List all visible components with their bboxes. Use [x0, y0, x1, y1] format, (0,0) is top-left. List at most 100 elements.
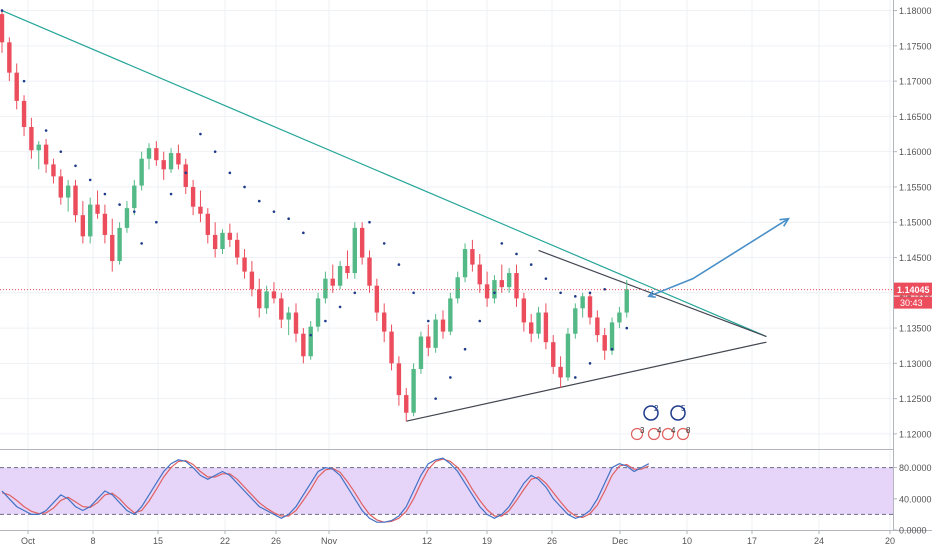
candle-body: [80, 215, 86, 237]
psar-dot: [397, 263, 401, 266]
price-tick-label: 1.12000: [899, 429, 932, 439]
event-marker-label: 8: [686, 426, 691, 435]
candle-body: [154, 148, 159, 161]
stochastic-lines: [1, 457, 650, 523]
candle-body: [337, 265, 343, 286]
candle-body: [161, 160, 166, 170]
candle-body: [110, 234, 115, 262]
candle-body: [117, 227, 122, 262]
candle-body: [330, 278, 335, 286]
psar-dot: [140, 242, 143, 245]
candle-body: [345, 265, 350, 274]
event-marker: [661, 427, 675, 441]
candle-body: [382, 312, 387, 332]
event-marker-label: 4: [671, 426, 676, 435]
candle-body: [514, 273, 519, 299]
psar-dot: [353, 291, 357, 295]
psar-dot: [588, 291, 592, 295]
candle-body: [624, 289, 629, 313]
candle-body: [499, 280, 504, 288]
candle-body: [462, 249, 468, 278]
candle-body: [470, 249, 475, 265]
psar-dot: [213, 150, 217, 153]
candle-body: [139, 158, 144, 186]
time-tick-label: 24: [814, 536, 824, 546]
candle-body: [506, 273, 512, 288]
psar-dot: [44, 129, 48, 132]
candle-body: [146, 148, 152, 159]
candle-body: [7, 42, 12, 73]
candle-body: [21, 100, 27, 127]
candle-body: [0, 14, 5, 43]
event-icon: [643, 405, 659, 421]
event-marker-label: 3: [640, 426, 645, 435]
candle-body: [609, 322, 615, 351]
psar-dot: [559, 291, 562, 295]
candle-body: [29, 126, 34, 151]
psar-dot: [588, 362, 592, 365]
psar-dot: [257, 199, 261, 203]
candle-body: [396, 363, 402, 396]
candle-body: [249, 271, 255, 290]
trend-line: [406, 341, 767, 422]
candle-body: [73, 185, 78, 216]
psar-dot: [0, 9, 4, 12]
event-marker: [630, 427, 644, 441]
psar-dot: [272, 210, 276, 213]
candle-body: [293, 312, 299, 334]
candle-body: [176, 153, 181, 165]
psar-dot: [412, 291, 415, 295]
parabolic-sar: [0, 9, 629, 400]
candle-body: [183, 164, 188, 187]
trend-line: [538, 249, 767, 338]
time-tick-label: 26: [271, 536, 281, 546]
psar-dot: [449, 376, 452, 379]
candles: [0, 9, 629, 422]
candle-body: [43, 144, 49, 165]
candle-body: [205, 213, 210, 235]
price-tick-label: 1.17500: [899, 41, 932, 51]
psar-dot: [133, 210, 136, 213]
price-tick-label: 1.18000: [899, 6, 932, 16]
psar-dot: [368, 220, 371, 224]
psar-dot: [324, 319, 327, 323]
candle-body: [359, 227, 365, 258]
candle-body: [220, 232, 225, 250]
candle-body: [536, 312, 541, 334]
time-tick-label: Oct: [21, 536, 36, 546]
psar-dot: [59, 150, 63, 153]
psar-dot: [610, 347, 614, 351]
candle-body: [374, 285, 380, 313]
price-tick-label: 1.15000: [899, 218, 932, 228]
candle-body: [51, 164, 56, 177]
candle-body: [286, 312, 291, 320]
grid: [0, 0, 893, 530]
psar-dot: [463, 347, 467, 351]
candle-body: [477, 264, 482, 285]
stoch-k-line: [1, 457, 650, 523]
candle-body: [58, 176, 63, 198]
event-icon-label: 2: [654, 404, 659, 413]
psar-dot: [199, 132, 202, 136]
stoch-tick-label: 0.0000: [899, 526, 927, 536]
psar-dot: [625, 326, 629, 330]
time-tick-label: 20: [885, 536, 895, 546]
psar-dot: [228, 171, 232, 175]
candle-body: [190, 186, 196, 207]
price-tick-label: 1.16000: [899, 147, 932, 157]
candle-body: [573, 308, 578, 334]
psar-dot: [574, 376, 577, 379]
time-tick-label: 22: [220, 536, 230, 546]
psar-dot: [184, 171, 188, 175]
candle-body: [132, 185, 137, 209]
psar-dot: [603, 287, 606, 291]
event-marker: [647, 427, 661, 441]
countdown-tag: [894, 296, 932, 309]
psar-dot: [118, 203, 121, 206]
candle-body: [587, 296, 593, 318]
forecast-arrow: [648, 218, 789, 298]
candle-body: [565, 333, 571, 378]
stoch-band-fill: [0, 467, 893, 515]
candle-body: [484, 284, 490, 299]
